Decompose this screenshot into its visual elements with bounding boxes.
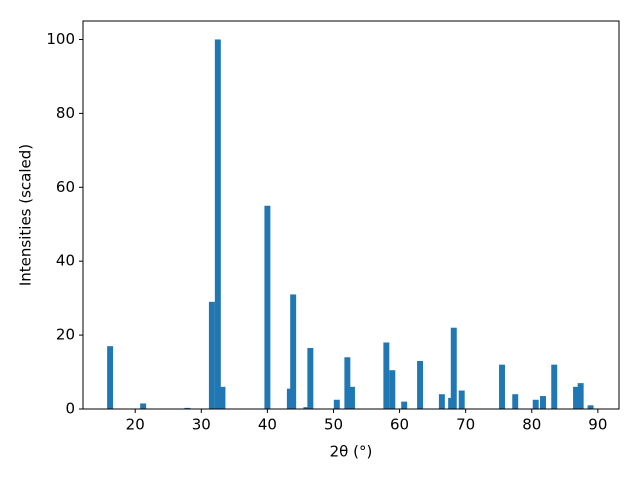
bar bbox=[417, 360, 424, 409]
bar bbox=[573, 386, 580, 409]
x-tick-label: 70 bbox=[456, 416, 475, 434]
x-tick-label: 40 bbox=[258, 416, 277, 434]
x-tick-label: 90 bbox=[588, 416, 607, 434]
y-tick-label: 20 bbox=[56, 326, 75, 344]
bar bbox=[286, 388, 293, 409]
bar bbox=[290, 294, 297, 409]
bar bbox=[214, 39, 221, 409]
bar bbox=[219, 386, 226, 409]
x-tick-label: 20 bbox=[126, 416, 145, 434]
bar bbox=[383, 342, 390, 409]
bar bbox=[438, 394, 445, 409]
bar bbox=[303, 407, 310, 409]
y-tick-label: 60 bbox=[56, 178, 75, 196]
bar bbox=[208, 301, 215, 409]
x-tick-label: 30 bbox=[192, 416, 211, 434]
y-tick-label: 100 bbox=[46, 30, 75, 48]
bar bbox=[307, 348, 314, 409]
bar bbox=[499, 364, 505, 409]
bar bbox=[577, 383, 584, 409]
y-tick-label: 0 bbox=[65, 400, 75, 418]
x-tick-label: 80 bbox=[522, 416, 541, 434]
x-axis-label: 2θ (°) bbox=[330, 443, 373, 461]
bar bbox=[344, 357, 351, 409]
bar bbox=[458, 390, 465, 409]
x-tick-label: 50 bbox=[324, 416, 343, 434]
bar bbox=[512, 394, 519, 409]
bar bbox=[140, 403, 147, 409]
bar bbox=[184, 407, 191, 409]
y-axis-label: Intensities (scaled) bbox=[17, 144, 35, 286]
x-tick-label: 60 bbox=[390, 416, 409, 434]
y-tick-label: 40 bbox=[56, 252, 75, 270]
bar bbox=[107, 346, 114, 409]
y-tick-label: 80 bbox=[56, 104, 75, 122]
bar bbox=[587, 405, 594, 409]
bar bbox=[389, 370, 396, 409]
bar bbox=[264, 205, 271, 409]
bar bbox=[551, 364, 558, 409]
bar bbox=[349, 386, 355, 409]
bar bbox=[450, 327, 457, 409]
bar bbox=[540, 396, 546, 409]
plot-frame bbox=[82, 20, 620, 410]
bar bbox=[333, 399, 340, 409]
bar bbox=[532, 399, 539, 409]
bar bbox=[401, 401, 408, 409]
